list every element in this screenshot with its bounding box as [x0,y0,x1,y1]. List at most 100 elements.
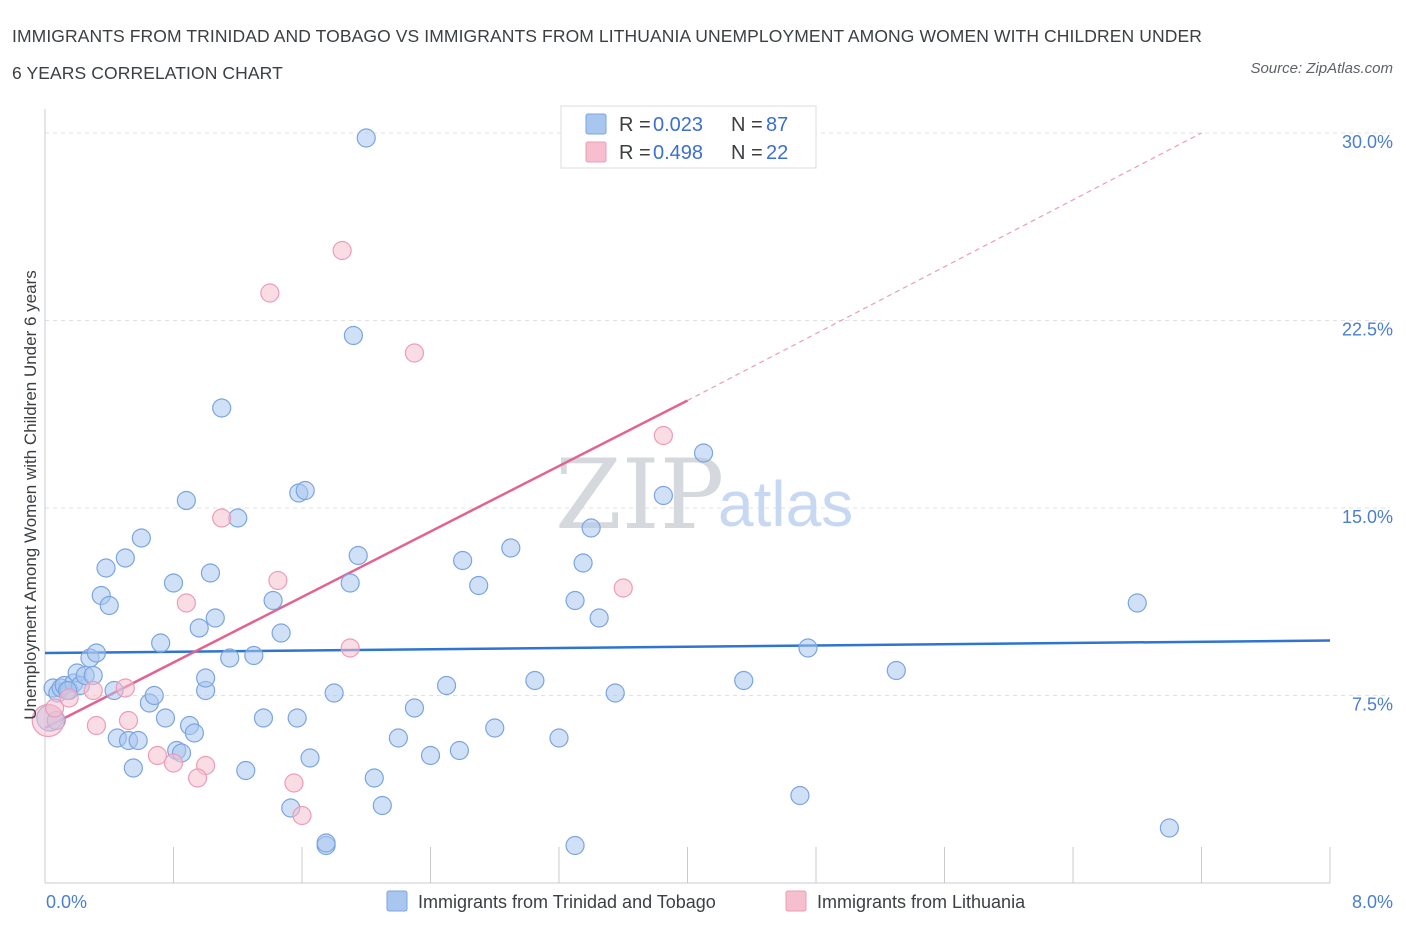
legend-r-label-2: R = [619,142,651,164]
point-trinidad [86,643,107,663]
trend-line-lithuania [44,399,689,730]
bottom-legend-swatch-trinidad [386,890,408,912]
point-trinidad [372,795,392,816]
legend-n-label-1: N = [731,114,763,136]
legend-n-value-2: 22 [766,142,788,164]
point-trinidad [453,550,473,571]
point-lithuania [292,805,312,826]
point-trinidad [653,485,674,506]
legend-n-label-2: N = [731,142,763,164]
point-trinidad [356,128,376,148]
point-trinidad [244,645,264,666]
point-lithuania [187,768,208,788]
point-trinidad [565,835,585,856]
point-trinidad [131,528,151,548]
point-trinidad [340,573,360,593]
point-trinidad [449,740,470,761]
point-trinidad [184,723,204,743]
series-trinidad-points [36,128,1179,856]
bottom-legend-swatch-lithuania [785,890,807,912]
grid-lines [45,132,1390,696]
y-axis-label: Unemployment Among Women with Children U… [21,270,40,719]
point-trinidad [155,708,176,728]
series-lithuania-points [31,240,674,826]
legend-r-value-2: 0.498 [653,142,703,164]
point-lithuania [59,688,79,708]
point-lithuania [613,578,633,598]
point-trinidad [1127,593,1147,613]
point-trinidad [300,748,320,768]
point-lithuania [45,698,65,718]
y-tick-label: 22.5% [1342,320,1393,340]
legend: R = 0.023 N = 87 R = 0.498 N = 22 [560,105,817,169]
point-trinidad [200,563,221,583]
point-trinidad [189,618,209,638]
point-trinidad [295,480,315,501]
point-trinidad [525,670,545,691]
point-trinidad [123,758,143,778]
x-tick-label: 8.0% [1352,892,1393,912]
point-trinidad [388,728,408,748]
point-lithuania [115,678,135,698]
point-trinidad [176,490,196,511]
point-trinidad [469,575,489,596]
point-trinidad [343,325,363,346]
point-trinidad [589,608,609,628]
point-trinidad [501,538,521,558]
point-trinidad [271,623,291,643]
point-trinidad [324,683,344,703]
legend-n-value-1: 87 [766,114,788,136]
point-trinidad [404,698,425,718]
bottom-legend-label-lithuania: Immigrants from Lithuania [817,892,1026,912]
source-credit: Source: ZipAtlas.com [1250,60,1393,77]
point-trinidad [151,633,171,653]
point-trinidad [573,553,593,573]
legend-swatch-lithuania [585,141,607,163]
point-trinidad [205,608,225,628]
point-trinidad [287,708,307,728]
x-tick-labels: 0.0% 8.0% [46,892,1393,912]
point-trinidad [348,545,368,566]
legend-r-value-1: 0.023 [653,114,703,136]
point-trinidad [316,833,336,853]
point-trinidad [220,648,240,668]
point-lithuania [332,240,352,261]
y-tick-label: 15.0% [1342,507,1393,527]
point-trinidad [886,660,906,681]
point-trinidad [263,590,283,611]
point-lithuania [147,745,168,766]
x-tick-label: 0.0% [46,892,87,912]
point-lithuania [404,343,425,363]
point-trinidad [212,398,232,418]
trend-line-trinidad [44,639,1331,655]
point-trinidad [798,638,818,658]
point-trinidad [364,768,384,788]
watermark-atlas: atlas [718,468,853,540]
point-trinidad [790,785,810,806]
point-lithuania [268,570,288,591]
axes [44,109,1331,884]
point-trinidad [436,675,457,696]
point-trinidad [96,558,116,578]
point-trinidad [115,548,135,568]
point-trinidad [144,685,164,706]
legend-r-label-1: R = [619,114,651,136]
point-trinidad [485,718,505,738]
point-trinidad [236,760,256,781]
point-trinidad [128,730,148,751]
point-lithuania [83,680,103,701]
point-trinidad [549,728,569,748]
point-trinidad [605,683,625,703]
point-lithuania [260,283,280,303]
point-lithuania [163,753,184,773]
chart-title: IMMIGRANTS FROM TRINIDAD AND TOBAGO VS I… [12,26,1202,83]
y-tick-label: 7.5% [1352,695,1393,715]
point-trinidad [693,443,714,463]
y-tick-labels: 7.5% 15.0% 22.5% 30.0% [1342,132,1393,715]
legend-swatch-trinidad [585,113,607,135]
point-lithuania [212,508,232,528]
trend-extension-lithuania [687,132,1202,402]
point-lithuania [86,715,107,736]
point-trinidad [581,518,601,538]
